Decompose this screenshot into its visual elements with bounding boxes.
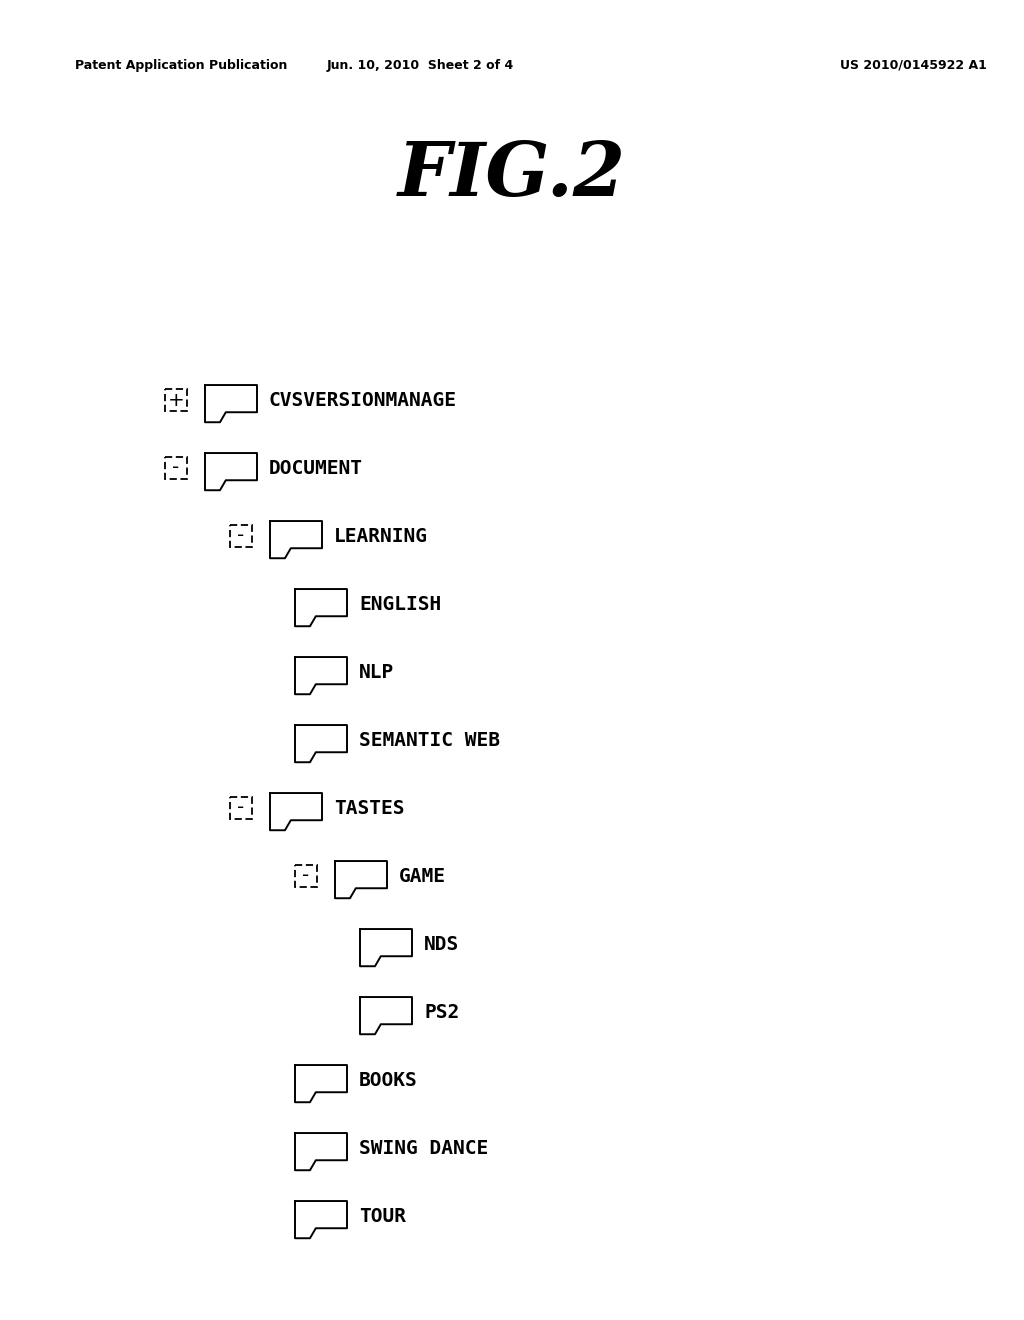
- Text: NDS: NDS: [424, 935, 459, 953]
- Text: -: -: [172, 458, 179, 478]
- Text: CVSVERSIONMANAGE: CVSVERSIONMANAGE: [269, 391, 457, 409]
- Text: DOCUMENT: DOCUMENT: [269, 458, 362, 478]
- Text: Patent Application Publication: Patent Application Publication: [75, 58, 288, 71]
- Bar: [230, 797, 252, 818]
- Text: ENGLISH: ENGLISH: [359, 594, 441, 614]
- Text: FIG.2: FIG.2: [398, 139, 626, 211]
- Text: -: -: [302, 866, 309, 886]
- Text: TASTES: TASTES: [334, 799, 404, 817]
- Text: +: +: [168, 391, 184, 409]
- Bar: [230, 525, 252, 546]
- Text: -: -: [238, 527, 245, 545]
- Bar: [165, 389, 187, 411]
- Text: US 2010/0145922 A1: US 2010/0145922 A1: [840, 58, 987, 71]
- Text: SWING DANCE: SWING DANCE: [359, 1138, 488, 1158]
- Text: NLP: NLP: [359, 663, 394, 681]
- Text: BOOKS: BOOKS: [359, 1071, 418, 1089]
- Text: GAME: GAME: [399, 866, 446, 886]
- Bar: [295, 865, 317, 887]
- Bar: [165, 457, 187, 479]
- Text: Jun. 10, 2010  Sheet 2 of 4: Jun. 10, 2010 Sheet 2 of 4: [327, 58, 514, 71]
- Text: -: -: [238, 799, 245, 817]
- Text: TOUR: TOUR: [359, 1206, 406, 1225]
- Text: SEMANTIC WEB: SEMANTIC WEB: [359, 730, 500, 750]
- Text: PS2: PS2: [424, 1002, 459, 1022]
- Text: LEARNING: LEARNING: [334, 527, 428, 545]
